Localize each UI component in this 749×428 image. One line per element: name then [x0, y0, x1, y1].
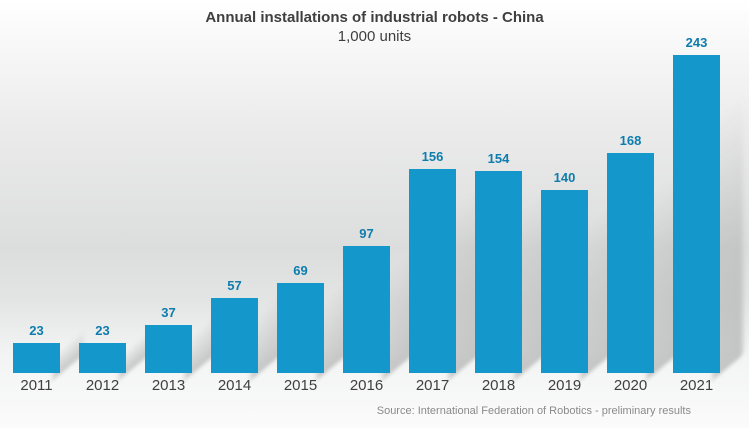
source-note: Source: International Federation of Robo…	[376, 405, 691, 417]
bar-column-2019: 140 2019	[541, 55, 611, 394]
bar-column-2013: 37 2013	[145, 55, 215, 394]
x-axis-label-2011: 2011	[20, 377, 53, 394]
chart-subtitle: 1,000 units	[337, 28, 412, 45]
bar-column-2016: 97 2016	[343, 55, 413, 394]
chart-header: Annual installations of industrial robot…	[0, 8, 749, 46]
bar-value-label-2016: 97	[359, 226, 374, 241]
bar-2013	[145, 325, 192, 373]
x-axis-label-2019: 2019	[547, 377, 582, 394]
bar-2011	[13, 343, 60, 373]
x-axis-label-2015: 2015	[283, 377, 318, 394]
bar-2019	[541, 190, 588, 373]
bar-value-label-2020: 168	[619, 133, 642, 148]
x-axis-label-2014: 2014	[217, 377, 252, 394]
bar-column-2021: 243 2021	[673, 35, 743, 394]
chart-title: Annual installations of industrial robot…	[205, 9, 544, 26]
bar-value-label-2011: 23	[29, 323, 44, 338]
bar-value-label-2017: 156	[421, 149, 444, 164]
x-axis-label-2013: 2013	[151, 377, 186, 394]
bar-2016	[343, 246, 390, 373]
bar-column-2012: 23 2012	[79, 55, 149, 394]
bar-2015	[277, 283, 324, 373]
bar-2014	[211, 298, 258, 373]
bar-2021	[673, 55, 720, 373]
x-axis-label-2018: 2018	[481, 377, 516, 394]
bar-value-label-2015: 69	[293, 263, 308, 278]
bar-column-2017: 156 2017	[409, 55, 479, 394]
bar-2017	[409, 169, 456, 373]
bar-2012	[79, 343, 126, 373]
bar-column-2011: 23 2011	[13, 55, 83, 394]
bar-column-2018: 154 2018	[475, 55, 545, 394]
bar-value-label-2018: 154	[487, 151, 510, 166]
bar-value-label-2012: 23	[95, 323, 110, 338]
x-axis-label-2017: 2017	[415, 377, 450, 394]
bar-column-2020: 168 2020	[607, 55, 677, 394]
bar-value-label-2019: 140	[553, 170, 576, 185]
x-axis-label-2020: 2020	[613, 377, 648, 394]
bar-2018	[475, 171, 522, 373]
bar-value-label-2021: 243	[685, 35, 708, 50]
bar-column-2015: 69 2015	[277, 55, 347, 394]
plot-area: 23 2011 23 2012 37 2013 57 2014 69 2015 97 2016 156 2…	[13, 35, 743, 394]
x-axis-label-2021: 2021	[679, 377, 714, 394]
bar-value-label-2013: 37	[161, 305, 176, 320]
bar-column-2014: 57 2014	[211, 55, 281, 394]
x-axis-label-2016: 2016	[349, 377, 384, 394]
bar-2020	[607, 153, 654, 373]
bar-value-label-2014: 57	[227, 278, 242, 293]
x-axis-label-2012: 2012	[85, 377, 120, 394]
